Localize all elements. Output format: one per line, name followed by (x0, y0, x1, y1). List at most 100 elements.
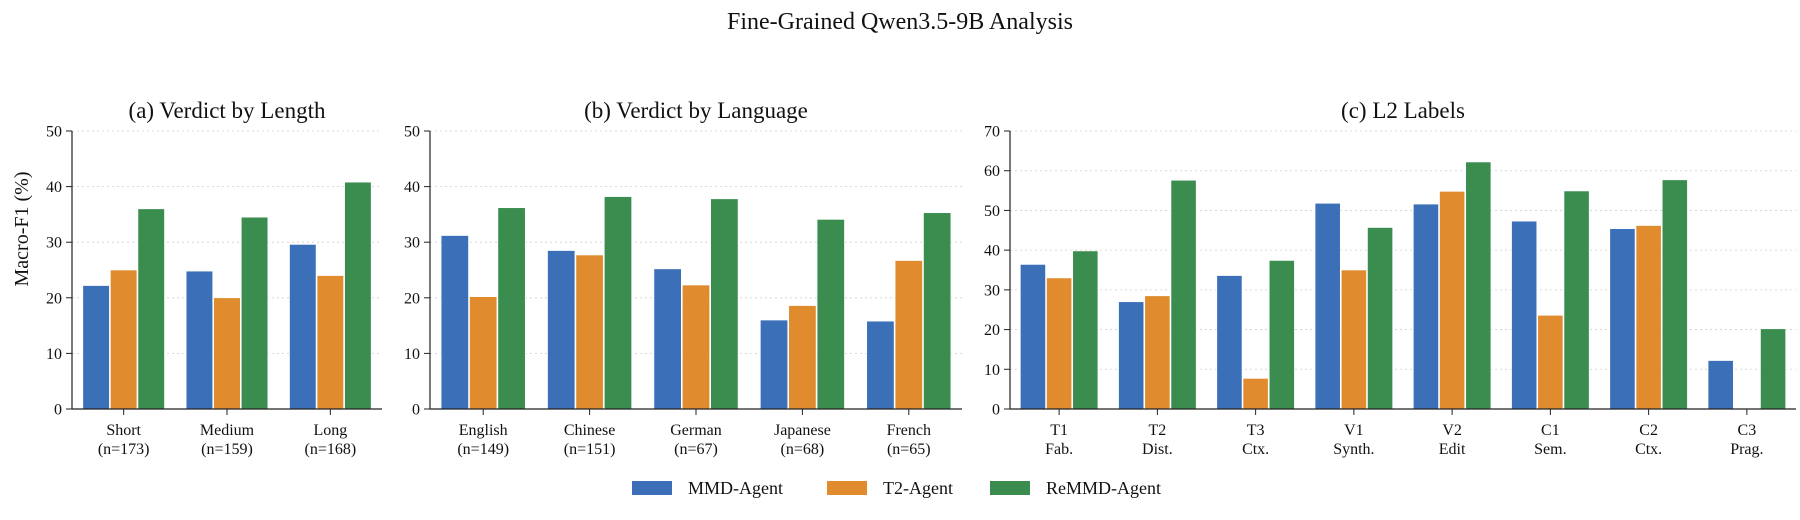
y-tick-label: 40 (404, 179, 420, 196)
bar-remmd-agent-german (710, 198, 739, 410)
legend-swatch-t2-agent (827, 481, 867, 495)
bar-t2-agent-german (682, 284, 710, 410)
bar-mmd-agent-german (653, 268, 682, 410)
bar-remmd-agent-v2 (1465, 161, 1492, 410)
chart-title: (a) Verdict by Length (129, 98, 326, 123)
x-tick-label: C2 (1639, 422, 1658, 439)
y-tick-label: 20 (984, 322, 1000, 339)
x-tick-label: German (670, 422, 722, 439)
bar-remmd-agent-v1 (1367, 227, 1393, 410)
bar-mmd-agent-medium (185, 270, 214, 410)
y-tick-label: 10 (404, 346, 420, 363)
chart-title: (c) L2 Labels (1341, 98, 1465, 123)
bar-t2-agent-medium (213, 297, 241, 410)
x-tick-label: (n=67) (674, 441, 718, 458)
bar-mmd-agent-c3 (1707, 360, 1734, 410)
chart-title: (b) Verdict by Language (584, 98, 808, 123)
bar-t2-agent-japanese (788, 305, 817, 410)
bar-mmd-agent-english (440, 235, 469, 410)
figure-title: Fine-Grained Qwen3.5-9B Analysis (727, 9, 1073, 35)
bar-remmd-agent-long (344, 181, 372, 410)
y-tick-label: 30 (46, 235, 62, 252)
chart-panels: 0 10 20 30 40 50 (a) Verdict by Length Short (n=… (46, 98, 1796, 458)
x-tick-label: V1 (1344, 422, 1364, 439)
bar-t2-agent-french (894, 260, 923, 410)
bar-mmd-agent-long (289, 244, 317, 410)
x-tick-label: Sem. (1534, 441, 1566, 458)
x-tick-label: V2 (1442, 422, 1462, 439)
bar-remmd-agent-short (137, 208, 165, 410)
x-tick-label: (n=65) (887, 441, 931, 458)
bar-remmd-agent-c2 (1661, 179, 1688, 410)
x-tick-label: French (887, 422, 931, 439)
bar-mmd-agent-japanese (760, 319, 789, 410)
legend-label-t2-agent: T2-Agent (883, 478, 953, 498)
x-tick-label: Fab. (1045, 441, 1073, 458)
legend-label-mmd-agent: MMD-Agent (688, 478, 783, 498)
bar-remmd-agent-t1 (1072, 250, 1099, 410)
bar-t2-agent-english (469, 296, 498, 410)
bar-t2-agent-t1 (1046, 277, 1073, 410)
bar-t2-agent-long (316, 275, 344, 410)
y-tick-label: 0 (54, 402, 62, 419)
x-tick-label: Chinese (564, 422, 616, 439)
y-tick-label: 40 (46, 179, 62, 196)
y-tick-label: 30 (404, 235, 420, 252)
bar-remmd-agent-c3 (1760, 328, 1786, 410)
bar-mmd-agent-french (866, 320, 895, 410)
bar-mmd-agent-v1 (1314, 202, 1341, 410)
legend-swatch-mmd-agent (632, 481, 672, 495)
x-tick-label: Edit (1439, 441, 1466, 458)
y-tick-label: 70 (984, 124, 1000, 141)
x-tick-label: (n=168) (304, 441, 356, 458)
bar-mmd-agent-c2 (1609, 228, 1636, 410)
x-tick-label: Ctx. (1635, 441, 1662, 458)
y-axis-label: Macro-F1 (%) (11, 172, 33, 287)
y-tick-label: 0 (992, 402, 1000, 419)
y-tick-label: 50 (404, 124, 420, 141)
x-tick-label: (n=68) (781, 441, 825, 458)
x-tick-label: C1 (1541, 422, 1560, 439)
bar-remmd-agent-t2 (1170, 179, 1197, 410)
x-tick-label: Long (313, 422, 347, 439)
chart-panel-2: 0 10 20 30 40 50 (b) Verdict by Language Englis… (404, 98, 962, 458)
x-tick-label: Prag. (1730, 441, 1763, 458)
x-tick-label: T3 (1247, 422, 1265, 439)
bar-mmd-agent-t2 (1118, 301, 1145, 410)
y-tick-label: 10 (984, 362, 1000, 379)
x-tick-label: (n=159) (201, 441, 253, 458)
bar-mmd-agent-t3 (1216, 275, 1243, 410)
bar-t2-agent-c1 (1537, 314, 1564, 410)
x-tick-label: Medium (200, 422, 255, 439)
y-tick-label: 30 (984, 282, 1000, 299)
bar-t2-agent-t3 (1242, 378, 1269, 410)
x-tick-label: T2 (1148, 422, 1166, 439)
chart-panel-3: 0 10 20 30 40 50 60 70 (c) L2 Labels T1 Fab. T2 Dist… (984, 98, 1796, 458)
bar-t2-agent-t2 (1144, 295, 1171, 410)
y-tick-label: 50 (46, 124, 62, 141)
bar-remmd-agent-chinese (603, 196, 632, 410)
x-tick-label: (n=149) (457, 441, 509, 458)
y-tick-label: 0 (412, 402, 420, 419)
bar-mmd-agent-t1 (1020, 264, 1046, 410)
bar-remmd-agent-c1 (1563, 190, 1590, 410)
y-tick-label: 60 (984, 163, 1000, 180)
x-tick-label: Ctx. (1242, 441, 1269, 458)
y-tick-label: 10 (46, 346, 62, 363)
x-tick-label: Japanese (774, 422, 831, 439)
y-tick-label: 20 (404, 290, 420, 307)
bar-remmd-agent-english (497, 207, 526, 410)
bar-remmd-agent-japanese (816, 219, 845, 410)
bar-remmd-agent-medium (240, 216, 269, 410)
bar-t2-agent-v2 (1439, 191, 1466, 410)
bar-remmd-agent-french (923, 212, 952, 410)
bar-mmd-agent-short (82, 285, 110, 410)
x-tick-label: (n=173) (98, 441, 150, 458)
bar-t2-agent-short (110, 269, 138, 410)
x-tick-label: T1 (1050, 422, 1068, 439)
x-tick-label: C3 (1738, 422, 1757, 439)
bar-t2-agent-v1 (1340, 269, 1367, 410)
y-tick-label: 40 (984, 243, 1000, 260)
bar-t2-agent-c2 (1635, 225, 1662, 410)
